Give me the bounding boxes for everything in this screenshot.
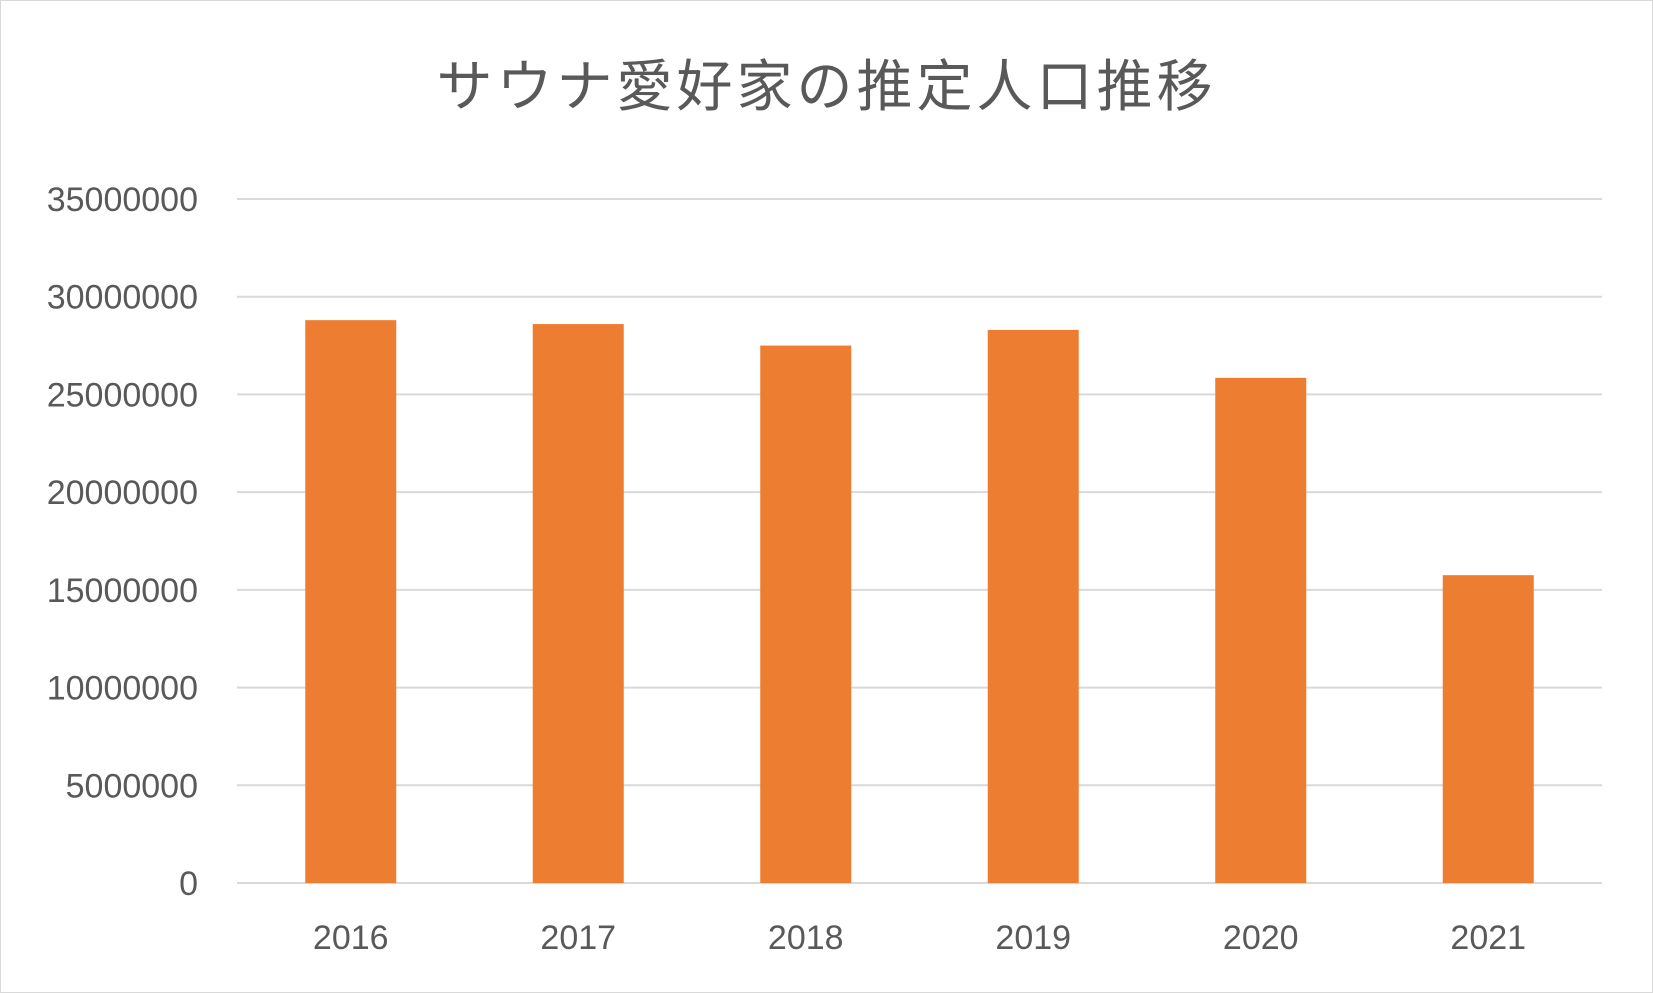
- y-tick-label: 0: [179, 865, 198, 903]
- x-tick-label: 2019: [995, 919, 1071, 957]
- gridlines: [237, 198, 1602, 884]
- y-tick-label: 25000000: [47, 376, 198, 414]
- y-tick-label: 30000000: [47, 279, 198, 317]
- bars: [305, 320, 1534, 884]
- chart-title: サウナ愛好家の推定人口推移: [436, 55, 1217, 120]
- bar-2017: [532, 324, 624, 883]
- bar-2019: [987, 329, 1079, 883]
- y-tick-label: 15000000: [47, 572, 198, 610]
- x-tick-label: 2020: [1223, 919, 1299, 957]
- bar-2016: [305, 320, 397, 883]
- y-tick-label: 5000000: [66, 767, 198, 805]
- y-tick-label: 10000000: [47, 670, 198, 708]
- x-axis-ticks: 2016 2017 2018 2019 2020 2021: [313, 919, 1526, 957]
- bar-2021: [1442, 575, 1534, 883]
- x-tick-label: 2017: [540, 919, 616, 957]
- x-tick-label: 2021: [1450, 919, 1526, 957]
- bar-2020: [1215, 377, 1307, 883]
- x-tick-label: 2016: [313, 919, 389, 957]
- y-tick-label: 35000000: [47, 181, 198, 219]
- y-axis-ticks: 0 5000000 10000000 15000000 20000000 25000000…: [47, 181, 198, 903]
- bar-2018: [760, 345, 852, 884]
- y-tick-label: 20000000: [47, 474, 198, 512]
- x-tick-label: 2018: [768, 919, 844, 957]
